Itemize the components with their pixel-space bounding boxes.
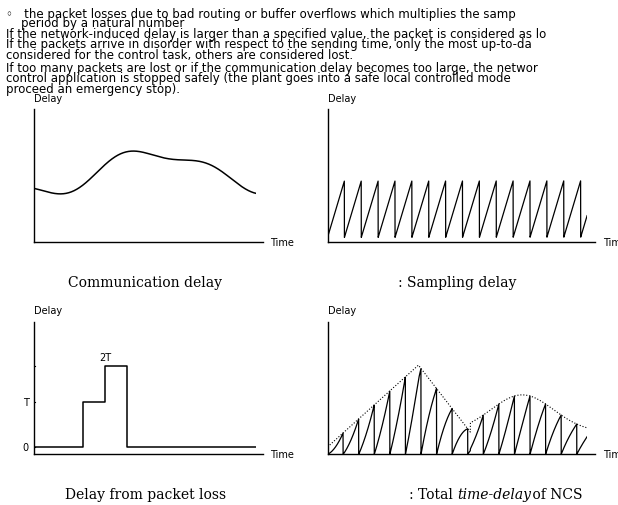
Text: Delay: Delay <box>328 306 356 316</box>
Text: Time: Time <box>270 449 294 460</box>
Text: ◦   the packet losses due to bad routing or buffer overflows which multiplies th: ◦ the packet losses due to bad routing o… <box>6 8 516 21</box>
Text: 2T: 2T <box>99 352 111 362</box>
Text: If the packets arrive in disorder with respect to the sending time, only the mos: If the packets arrive in disorder with r… <box>6 38 532 52</box>
Text: Delay: Delay <box>34 93 62 104</box>
Text: control application is stopped safely (the plant goes into a safe local controll: control application is stopped safely (t… <box>6 72 511 85</box>
Text: 0: 0 <box>22 442 28 452</box>
Text: Time: Time <box>603 237 618 247</box>
Text: : Total: : Total <box>409 487 457 501</box>
Text: Time: Time <box>603 449 618 460</box>
Text: Delay: Delay <box>34 306 62 316</box>
Text: of NCS: of NCS <box>528 487 583 501</box>
Text: If too many packets are lost or if the communication delay becomes too large, th: If too many packets are lost or if the c… <box>6 62 538 75</box>
Text: Delay from packet loss: Delay from packet loss <box>65 487 226 501</box>
Text: considered for the control task, others are considered lost.: considered for the control task, others … <box>6 49 353 62</box>
Text: T: T <box>22 397 28 408</box>
Text: time-delay: time-delay <box>457 487 531 501</box>
Text: Communication delay: Communication delay <box>68 275 222 289</box>
Text: : Sampling delay: : Sampling delay <box>398 275 517 289</box>
Text: If the network-induced delay is larger than a specified value, the packet is con: If the network-induced delay is larger t… <box>6 28 546 41</box>
Text: proceed an emergency stop).: proceed an emergency stop). <box>6 83 180 96</box>
Text: period by a natural number: period by a natural number <box>6 17 185 30</box>
Text: Delay: Delay <box>328 93 356 104</box>
Text: Time: Time <box>270 237 294 247</box>
